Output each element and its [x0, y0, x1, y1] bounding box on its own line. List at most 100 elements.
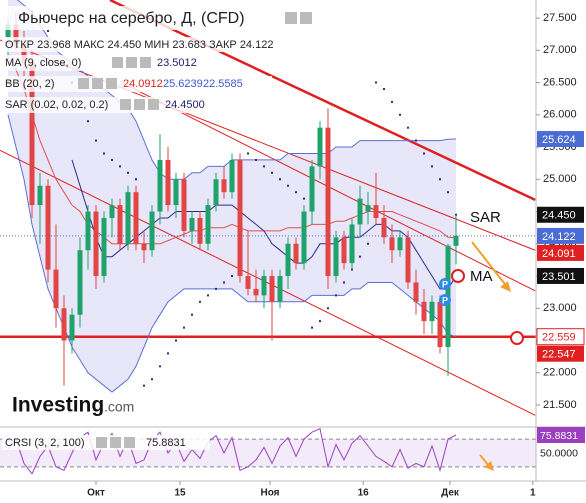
logo-suffix: .com — [104, 399, 134, 415]
price-label-bg — [536, 328, 585, 346]
price-label-bg — [537, 267, 584, 284]
rsi-tick-bg — [537, 427, 585, 444]
price-label: 25.624 — [542, 134, 576, 146]
ohlc: ОТКР 23.968 МАКС 24.450 МИН 23.683 ЗАКР … — [5, 39, 273, 51]
price-label: 22.547 — [542, 349, 576, 361]
candle-body — [381, 217, 387, 238]
sar-dot — [127, 171, 129, 174]
candle-body — [109, 205, 115, 218]
candle-body — [69, 314, 75, 341]
indicator-value: 24.4500 — [165, 99, 205, 111]
candle-body — [181, 179, 187, 231]
x-tick-label: 1 — [530, 488, 536, 499]
candle-body — [437, 301, 443, 347]
candle-body — [197, 217, 203, 244]
x-tick-label: Окт — [87, 488, 105, 499]
price-label: 24.122 — [542, 231, 576, 243]
sar-dot — [159, 365, 161, 368]
sar-dot — [111, 158, 113, 161]
indicator-value: 23.5012 — [157, 57, 197, 69]
highlight-circle — [510, 331, 524, 345]
candle-body — [309, 166, 315, 212]
sar-dot — [423, 152, 425, 155]
sar-dot — [95, 139, 97, 142]
sar-dot — [191, 313, 193, 316]
candle-body — [61, 308, 67, 341]
icon — [120, 99, 131, 110]
sar-dot — [295, 191, 297, 194]
icon — [92, 78, 103, 89]
price-label: 24.091 — [542, 248, 576, 260]
sar-dot — [343, 281, 345, 284]
candle-body — [157, 159, 163, 212]
rsi-tick-bg — [537, 444, 585, 461]
indicator-name: BB (20, 2) — [5, 78, 55, 90]
sar-dot — [263, 165, 265, 168]
candle-body — [133, 192, 139, 244]
icon — [106, 78, 117, 89]
candle-body — [349, 224, 355, 264]
candle-body — [293, 243, 299, 264]
sar-dot — [103, 152, 105, 155]
candle-body — [317, 127, 323, 167]
price-label: 22.559 — [542, 332, 576, 344]
sar-dot — [375, 81, 377, 84]
candle-body — [373, 205, 379, 218]
event-marker[interactable] — [439, 294, 451, 306]
sar-dot — [383, 87, 385, 90]
candle-body — [237, 159, 243, 277]
y-tick-label: 27.500 — [543, 12, 577, 24]
rsi-tick-label: 75.8831 — [540, 430, 578, 442]
candle-body — [341, 237, 347, 264]
sar-dot — [311, 326, 313, 329]
sar-dot — [415, 139, 417, 142]
icon — [96, 437, 107, 448]
indicator-bg — [2, 76, 272, 92]
candle-body — [93, 211, 99, 277]
icon — [110, 437, 121, 448]
candle-body — [77, 250, 83, 315]
candle-body — [253, 288, 259, 296]
sar-dot — [407, 126, 409, 129]
price-label-bg — [537, 206, 584, 223]
sar-dot — [255, 158, 257, 161]
x-tick-label: 16 — [358, 488, 370, 499]
sar-dot — [367, 242, 369, 245]
trendline — [127, 85, 536, 292]
sar-dot — [279, 178, 281, 181]
sar-dot — [359, 255, 361, 258]
candle-body — [117, 205, 123, 244]
sar-dot — [391, 100, 393, 103]
sar-dot — [135, 178, 137, 181]
sar-dot — [431, 165, 433, 168]
candle-body — [301, 211, 307, 264]
sar-dot — [207, 294, 209, 297]
axes: 27.50027.00026.50026.00025.50025.00024.5… — [87, 12, 585, 499]
indicator-value: 24.0912 — [123, 78, 163, 90]
candle-body — [269, 276, 275, 302]
sar-dot — [439, 178, 441, 181]
event-marker-label: P — [442, 295, 448, 305]
candle-body — [453, 235, 459, 246]
ohlc-bg — [2, 37, 278, 52]
sar-dot — [247, 152, 249, 155]
sar-dot — [271, 171, 273, 174]
sar-dot — [183, 326, 185, 329]
candle-body — [85, 211, 91, 251]
candle-body — [173, 179, 179, 206]
highlight-circle — [451, 269, 465, 283]
price-plot — [0, 0, 536, 416]
candle-body — [389, 237, 395, 251]
y-tick-label: 26.000 — [543, 109, 577, 121]
icon — [140, 57, 151, 68]
x-tick-label: 15 — [174, 488, 186, 499]
candle-body — [213, 179, 219, 206]
icon — [126, 57, 137, 68]
sar-dot — [143, 384, 145, 387]
annotation: MA — [470, 268, 493, 285]
sar-dot — [335, 294, 337, 297]
event-marker[interactable] — [439, 278, 451, 290]
sar-dot — [215, 287, 217, 290]
candle-body — [53, 269, 59, 309]
